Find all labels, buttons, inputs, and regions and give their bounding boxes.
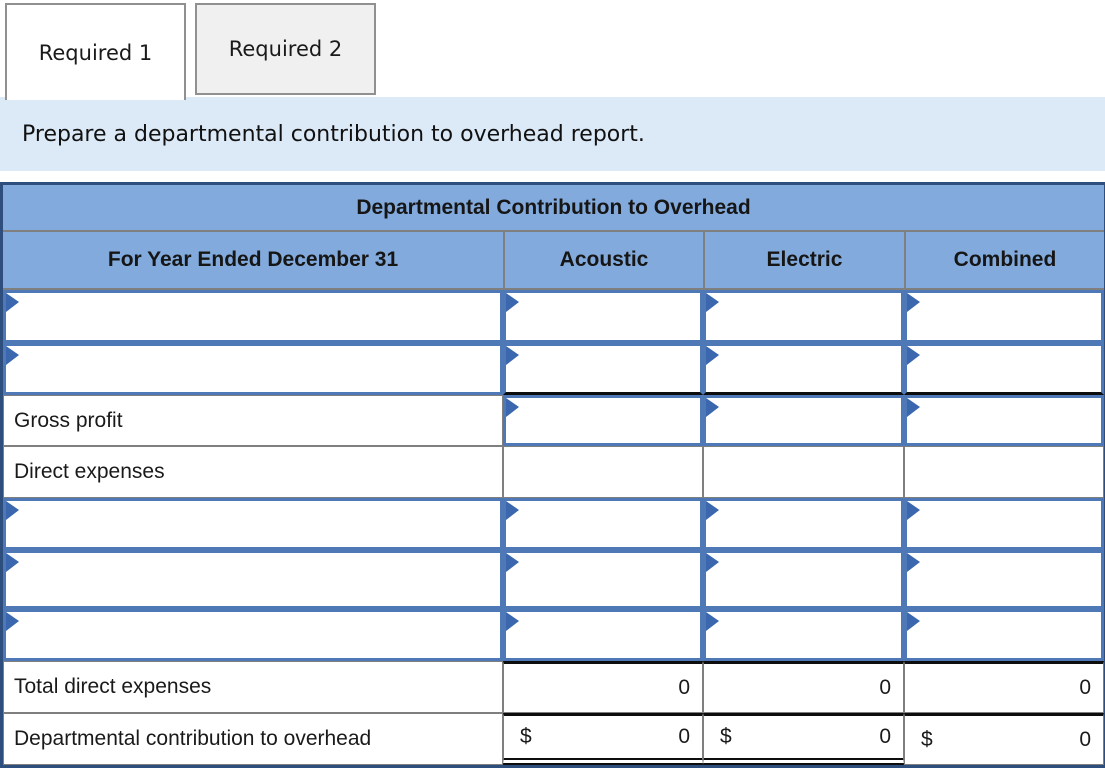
total-combined-value: 0 <box>1079 676 1091 699</box>
cell-marker-icon <box>706 346 719 365</box>
row5-acoustic-input-cell[interactable] <box>503 498 703 550</box>
tab-required-2[interactable]: Required 2 <box>195 3 376 95</box>
row2-acoustic-input-cell[interactable] <box>503 343 703 395</box>
cell-marker-icon <box>506 398 519 417</box>
instruction-text: Prepare a departmental contribution to o… <box>22 121 645 147</box>
dollar-sign: $ <box>520 725 532 748</box>
tab-bar: Required 1 Required 2 <box>0 0 1105 100</box>
row2-account-select-cell[interactable] <box>3 343 503 395</box>
contribution-acoustic-cell: $ 0 <box>503 713 703 765</box>
cell-marker-icon <box>706 293 719 312</box>
cell-marker-icon <box>706 612 719 631</box>
row6-account-select-cell[interactable] <box>3 550 503 609</box>
row1-account-select-cell[interactable] <box>3 290 503 343</box>
total-acoustic-cell: 0 <box>503 661 703 713</box>
cell-marker-icon <box>6 553 19 572</box>
dollar-sign: $ <box>921 728 933 751</box>
row5-combined-input-cell[interactable] <box>904 498 1104 550</box>
cell-marker-icon <box>506 346 519 365</box>
row3-label-cell: Gross profit <box>3 395 503 446</box>
row7-acoustic-input-cell[interactable] <box>503 609 703 661</box>
cell-marker-icon <box>506 501 519 520</box>
row9-label-cell: Departmental contribution to overhead <box>3 713 503 765</box>
row7-electric-input-cell[interactable] <box>703 609 904 661</box>
contribution-combined-value: 0 <box>1079 728 1091 751</box>
cell-marker-icon <box>907 398 920 417</box>
contribution-electric-value: 0 <box>879 725 891 748</box>
header-for-year-ended: For Year Ended December 31 <box>3 232 503 290</box>
row2-electric-input-cell[interactable] <box>703 343 904 395</box>
cell-marker-icon <box>6 293 19 312</box>
total-combined-cell: 0 <box>904 661 1104 713</box>
total-direct-expenses-label: Total direct expenses <box>14 675 212 698</box>
cell-marker-icon <box>6 501 19 520</box>
cell-marker-icon <box>506 293 519 312</box>
row8-label-cell: Total direct expenses <box>3 661 503 713</box>
total-electric-cell: 0 <box>703 661 904 713</box>
cell-marker-icon <box>506 553 519 572</box>
header-electric: Electric <box>703 232 904 290</box>
cell-marker-icon <box>907 553 920 572</box>
row2-combined-input-cell[interactable] <box>904 343 1104 395</box>
row6-acoustic-input-cell[interactable] <box>503 550 703 609</box>
row4-label-cell: Direct expenses <box>3 446 503 498</box>
row1-electric-input-cell[interactable] <box>703 290 904 343</box>
row3-electric-input-cell[interactable] <box>703 395 904 446</box>
dollar-sign: $ <box>720 725 732 748</box>
row7-account-select-cell[interactable] <box>3 609 503 661</box>
dept-contribution-label: Departmental contribution to overhead <box>14 727 372 750</box>
header-acoustic: Acoustic <box>503 232 703 290</box>
cell-marker-icon <box>506 612 519 631</box>
contribution-electric-cell: $ 0 <box>703 713 904 765</box>
row6-combined-input-cell[interactable] <box>904 550 1104 609</box>
row4-acoustic-cell <box>503 446 703 498</box>
cell-marker-icon <box>907 293 920 312</box>
contribution-acoustic-value: 0 <box>678 725 690 748</box>
cell-marker-icon <box>907 346 920 365</box>
row5-account-select-cell[interactable] <box>3 498 503 550</box>
contribution-combined-cell: $ 0 <box>904 713 1104 765</box>
row7-combined-input-cell[interactable] <box>904 609 1104 661</box>
instruction-banner: Prepare a departmental contribution to o… <box>0 97 1105 171</box>
spacer <box>0 171 1105 182</box>
row1-combined-input-cell[interactable] <box>904 290 1104 343</box>
row5-electric-input-cell[interactable] <box>703 498 904 550</box>
tab-required-1[interactable]: Required 1 <box>5 3 186 100</box>
contribution-report-table: Departmental Contribution to Overhead Fo… <box>0 182 1105 768</box>
cell-marker-icon <box>907 612 920 631</box>
row1-acoustic-input-cell[interactable] <box>503 290 703 343</box>
cell-marker-icon <box>706 553 719 572</box>
row4-electric-cell <box>703 446 904 498</box>
row3-combined-input-cell[interactable] <box>904 395 1104 446</box>
row3-acoustic-input-cell[interactable] <box>503 395 703 446</box>
row4-combined-cell <box>904 446 1104 498</box>
direct-expenses-label: Direct expenses <box>14 460 165 483</box>
total-electric-value: 0 <box>879 676 891 699</box>
gross-profit-label: Gross profit <box>14 408 123 432</box>
report-title: Departmental Contribution to Overhead <box>3 185 1104 232</box>
row6-electric-input-cell[interactable] <box>703 550 904 609</box>
cell-marker-icon <box>6 346 19 365</box>
cell-marker-icon <box>907 501 920 520</box>
cell-marker-icon <box>706 398 719 417</box>
cell-marker-icon <box>6 612 19 631</box>
cell-marker-icon <box>706 501 719 520</box>
header-combined: Combined <box>904 232 1104 290</box>
total-acoustic-value: 0 <box>678 676 690 699</box>
